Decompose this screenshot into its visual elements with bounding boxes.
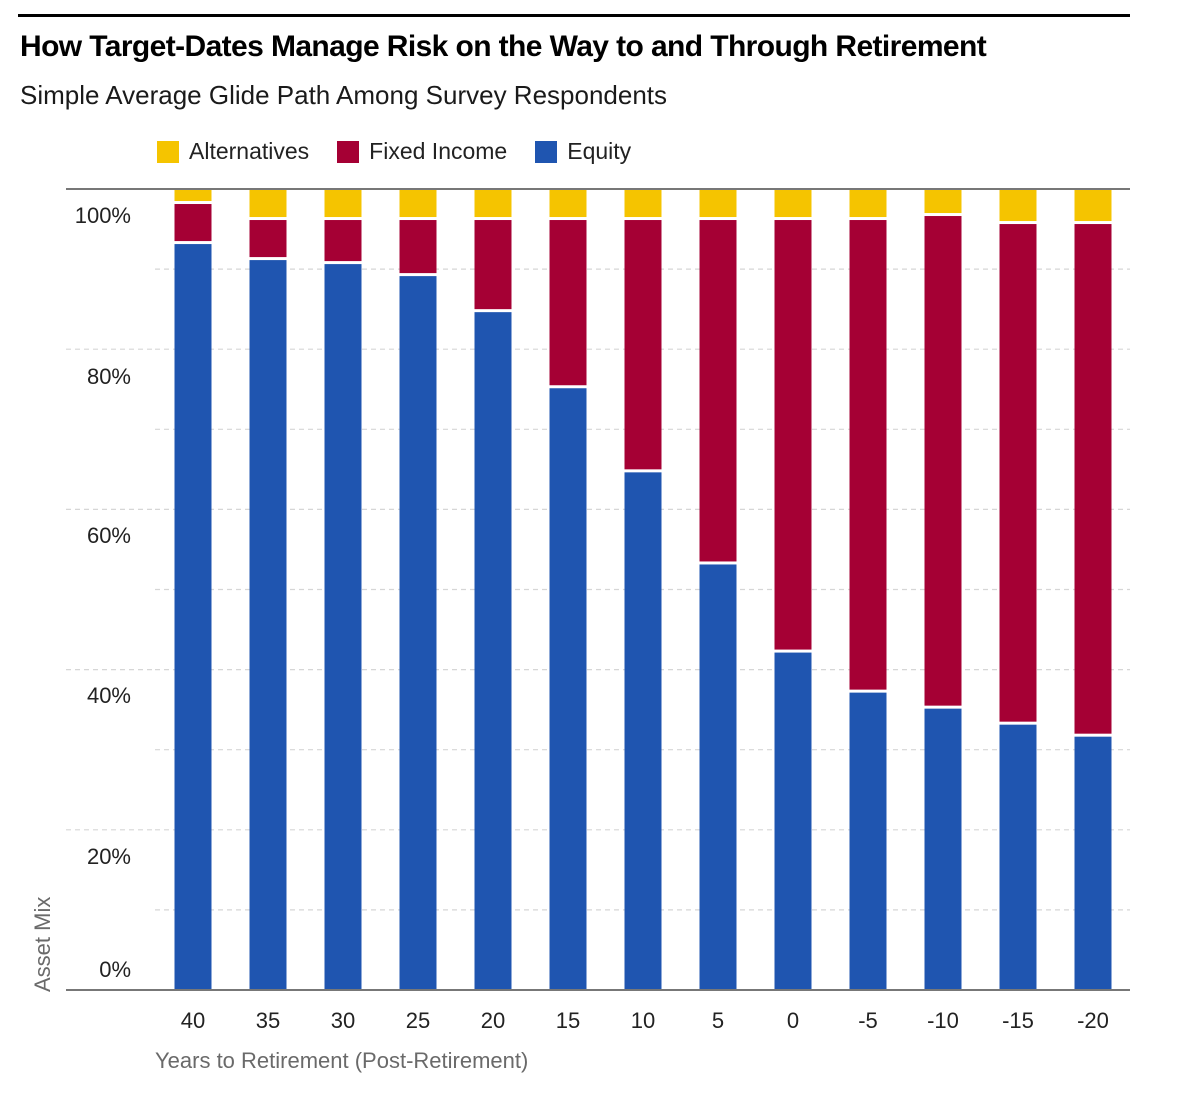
x-tick-label: -10 — [927, 1008, 959, 1033]
bar-equity-20 — [474, 312, 512, 990]
bar-equity-15 — [549, 388, 587, 990]
x-tick-label: 15 — [556, 1008, 580, 1033]
y-tick-label: 40% — [87, 683, 131, 708]
bar-equity--15 — [999, 724, 1037, 990]
legend-item-alternatives: Alternatives — [157, 138, 309, 165]
bars — [174, 189, 1112, 991]
bar-fixed-income--15 — [999, 224, 1037, 722]
bar-fixed-income-0 — [774, 220, 812, 650]
legend-swatch-alternatives — [157, 140, 179, 163]
gridlines — [66, 188, 1130, 991]
bar-alternatives-25 — [399, 189, 437, 218]
bar-alternatives-35 — [249, 189, 287, 218]
legend-swatch-fixed-income — [337, 140, 360, 163]
chart-subtitle: Simple Average Glide Path Among Survey R… — [20, 80, 668, 110]
x-tick-label: 0 — [787, 1008, 799, 1033]
bar-fixed-income--5 — [849, 220, 887, 690]
legend-label-fixed-income: Fixed Income — [369, 138, 508, 164]
bar-alternatives-15 — [549, 189, 587, 218]
x-tick-label: 5 — [712, 1008, 724, 1033]
legend-swatch-equity — [535, 140, 558, 163]
y-tick-label: 20% — [87, 844, 131, 869]
y-axis-title: Asset Mix — [30, 897, 55, 992]
bar-fixed-income--20 — [1074, 224, 1112, 734]
y-tick-label: 80% — [87, 364, 131, 389]
bar-alternatives-0 — [774, 189, 812, 218]
bar-equity--10 — [924, 708, 962, 990]
bar-equity--5 — [849, 692, 887, 990]
legend-item-fixed-income: Fixed Income — [337, 138, 507, 165]
bar-equity-40 — [174, 244, 212, 990]
bar-fixed-income-20 — [474, 220, 512, 310]
bar-fixed-income-5 — [699, 220, 737, 562]
bar-alternatives-20 — [474, 189, 512, 218]
x-tick-label: 30 — [331, 1008, 355, 1033]
legend: Alternatives Fixed Income Equity — [157, 138, 659, 165]
bar-equity-0 — [774, 652, 812, 990]
bar-fixed-income-10 — [624, 220, 662, 470]
bar-alternatives-5 — [699, 189, 737, 218]
bar-alternatives-30 — [324, 189, 362, 218]
chart-title: How Target-Dates Manage Risk on the Way … — [20, 30, 987, 63]
legend-label-alternatives: Alternatives — [189, 138, 310, 164]
bar-fixed-income-35 — [249, 220, 287, 258]
bar-equity-30 — [324, 264, 362, 991]
top-rule — [18, 14, 1130, 17]
x-tick-label: 35 — [256, 1008, 280, 1033]
x-tick-label: 20 — [481, 1008, 505, 1033]
legend-item-equity: Equity — [535, 138, 631, 165]
bar-alternatives-10 — [624, 189, 662, 218]
x-tick-label: -5 — [858, 1008, 878, 1033]
y-tick-label: 60% — [87, 523, 131, 548]
bar-fixed-income-15 — [549, 220, 587, 386]
bar-fixed-income-40 — [174, 204, 212, 242]
bar-equity-35 — [249, 260, 287, 991]
bar-alternatives--15 — [999, 189, 1037, 222]
x-axis-title: Years to Retirement (Post-Retirement) — [155, 1048, 528, 1073]
x-tick-label: -15 — [1002, 1008, 1034, 1033]
bar-fixed-income-30 — [324, 220, 362, 262]
x-tick-label: 40 — [181, 1008, 205, 1033]
x-tick-label: -20 — [1077, 1008, 1109, 1033]
bar-fixed-income--10 — [924, 216, 962, 706]
x-tick-label: 25 — [406, 1008, 430, 1033]
bar-equity--20 — [1074, 736, 1112, 990]
bar-equity-25 — [399, 276, 437, 991]
bar-alternatives--5 — [849, 189, 887, 218]
bar-equity-10 — [624, 472, 662, 991]
x-tick-label: 10 — [631, 1008, 655, 1033]
y-tick-label: 0% — [99, 957, 131, 982]
bar-alternatives--10 — [924, 189, 962, 214]
bar-alternatives-40 — [174, 189, 212, 202]
y-tick-label: 100% — [75, 203, 131, 228]
bar-equity-5 — [699, 564, 737, 990]
bar-alternatives--20 — [1074, 189, 1112, 222]
legend-label-equity: Equity — [567, 138, 632, 164]
bar-fixed-income-25 — [399, 220, 437, 274]
axes: 0% 20% 40% 60% 80% 100% 40 35 30 25 20 15 10 5 0 -5 -10 -… — [66, 188, 1130, 1033]
